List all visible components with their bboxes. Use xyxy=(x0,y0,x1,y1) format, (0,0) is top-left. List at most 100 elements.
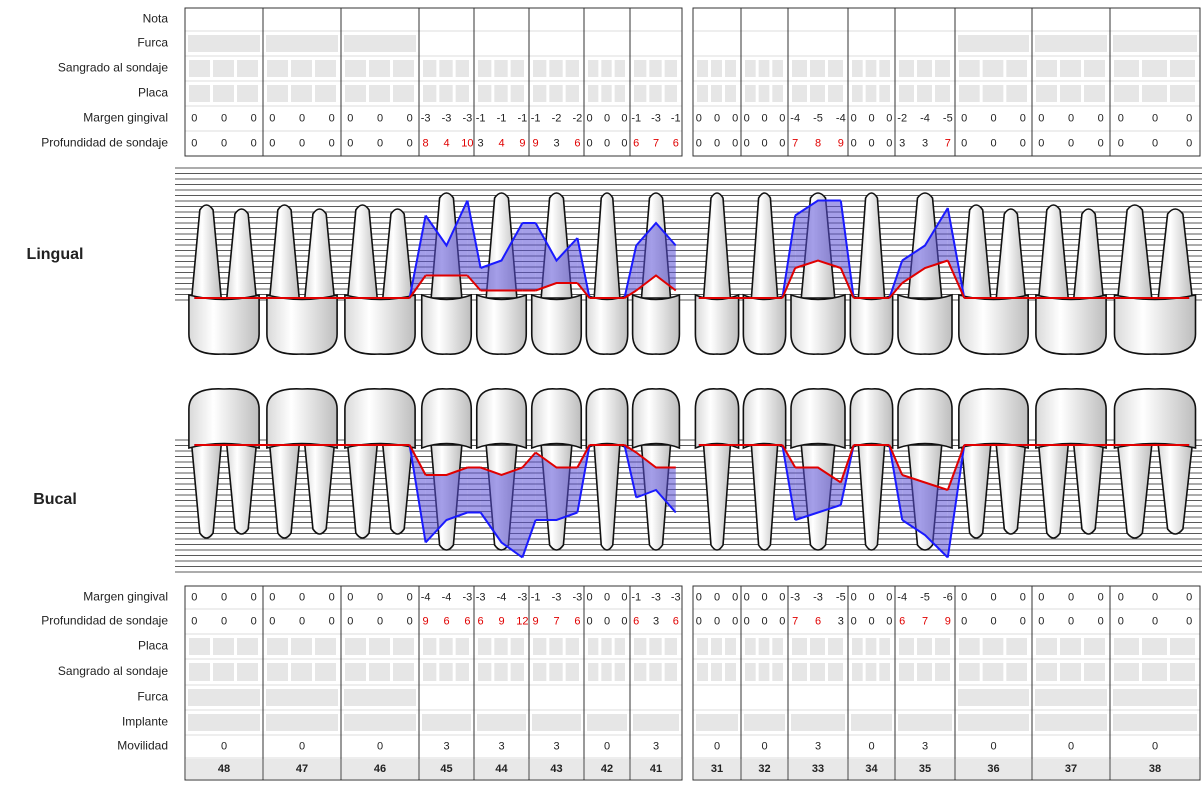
grey-box xyxy=(866,638,877,655)
tooth-root xyxy=(1118,445,1152,538)
margin-value: 0 xyxy=(714,112,720,124)
depth-value: 9 xyxy=(519,137,525,149)
grey-box xyxy=(792,663,807,681)
grey-box xyxy=(828,663,843,681)
tooth-crown xyxy=(959,389,1028,448)
tooth-crown xyxy=(267,295,337,354)
grey-box xyxy=(423,663,436,681)
depth-value: 0 xyxy=(1152,137,1158,149)
margin-value: 0 xyxy=(851,591,857,603)
margin-value: -1 xyxy=(631,112,641,124)
margin-value: 0 xyxy=(886,591,892,603)
depth-value: 9 xyxy=(498,615,504,627)
margin-value: 0 xyxy=(1038,112,1044,124)
grey-box xyxy=(189,85,210,102)
margin-value: 0 xyxy=(1152,112,1158,124)
depth-value: 0 xyxy=(1118,137,1124,149)
margin-value: -4 xyxy=(421,591,431,603)
depth-value: 7 xyxy=(792,137,798,149)
row-label: Margen gingival xyxy=(83,111,168,125)
grey-box xyxy=(898,714,952,731)
grey-box xyxy=(601,85,611,102)
tooth-number: 43 xyxy=(550,763,562,775)
grey-box xyxy=(566,85,579,102)
grey-box xyxy=(935,638,950,655)
mobility-value: 0 xyxy=(1068,740,1074,752)
grey-box xyxy=(828,60,843,77)
margin-value: 0 xyxy=(407,591,413,603)
grey-box xyxy=(369,60,390,77)
tooth-number: 32 xyxy=(758,763,770,775)
mobility-value: 3 xyxy=(653,740,659,752)
margin-value: 0 xyxy=(990,112,996,124)
grey-box xyxy=(532,714,581,731)
tooth-number: 38 xyxy=(1149,763,1161,775)
depth-value: 0 xyxy=(221,615,227,627)
tooth-root xyxy=(704,193,731,298)
tooth-root xyxy=(305,445,334,534)
margin-value: 0 xyxy=(221,112,227,124)
tooth-crown xyxy=(477,295,527,354)
grey-box xyxy=(1036,638,1057,655)
margin-value: 0 xyxy=(407,112,413,124)
depth-value: 9 xyxy=(533,137,539,149)
grey-box xyxy=(291,638,312,655)
tooth-root xyxy=(858,445,884,550)
depth-value: 6 xyxy=(899,615,905,627)
mobility-value: 0 xyxy=(761,740,767,752)
grey-box xyxy=(456,638,469,655)
grey-box xyxy=(533,85,546,102)
depth-value: 0 xyxy=(1098,615,1104,627)
grey-box xyxy=(935,663,950,681)
depth-value: 7 xyxy=(922,615,928,627)
grey-box xyxy=(1060,85,1081,102)
grey-box xyxy=(1006,663,1027,681)
tooth-root xyxy=(704,445,731,550)
depth-value: 0 xyxy=(347,615,353,627)
depth-value: 0 xyxy=(347,137,353,149)
depth-value: 0 xyxy=(761,137,767,149)
mobility-value: 0 xyxy=(604,740,610,752)
grey-box xyxy=(759,638,770,655)
tooth-crown xyxy=(791,295,845,354)
grey-box xyxy=(266,35,338,52)
depth-value: 0 xyxy=(251,615,257,627)
tooth-number: 48 xyxy=(218,763,230,775)
lingual-label: Lingual xyxy=(27,246,84,263)
margin-value: -3 xyxy=(463,591,473,603)
depth-value: 6 xyxy=(443,615,449,627)
tooth-root xyxy=(962,445,991,538)
grey-box xyxy=(345,60,366,77)
grey-box xyxy=(423,638,436,655)
grey-box xyxy=(745,638,756,655)
grey-box xyxy=(189,663,210,681)
depth-value: 6 xyxy=(478,615,484,627)
depth-value: 0 xyxy=(269,615,275,627)
grey-box xyxy=(1084,638,1105,655)
grey-box xyxy=(267,60,288,77)
tooth-number: 35 xyxy=(919,763,931,775)
grey-box xyxy=(315,638,336,655)
depth-value: 0 xyxy=(299,137,305,149)
depth-value: 0 xyxy=(604,615,610,627)
depth-value: 0 xyxy=(586,137,592,149)
depth-value: 0 xyxy=(744,137,750,149)
grey-box xyxy=(1060,60,1081,77)
grey-box xyxy=(511,60,524,77)
depth-value: 6 xyxy=(673,137,679,149)
grey-box xyxy=(852,638,863,655)
grey-box xyxy=(1170,638,1195,655)
grey-box xyxy=(851,714,892,731)
grey-box xyxy=(511,663,524,681)
grey-box xyxy=(958,714,1029,731)
grey-box xyxy=(879,663,890,681)
tooth-root xyxy=(192,445,221,538)
margin-value: -3 xyxy=(552,591,562,603)
margin-value: -5 xyxy=(836,591,846,603)
depth-value: 0 xyxy=(761,615,767,627)
grey-box xyxy=(587,714,627,731)
grey-box xyxy=(725,638,736,655)
grey-box xyxy=(1170,663,1195,681)
margin-value: 0 xyxy=(779,591,785,603)
grey-box xyxy=(494,663,507,681)
